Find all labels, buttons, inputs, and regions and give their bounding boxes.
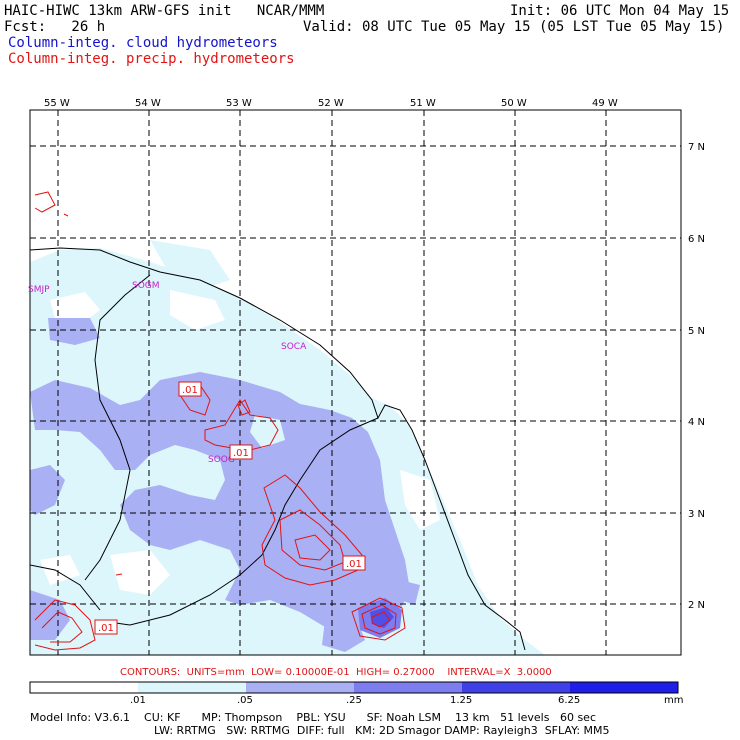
lat-label: 2 N: [688, 600, 705, 611]
contour-line: [371, 611, 391, 628]
contour-line: [294, 534, 331, 561]
contour-line: [361, 604, 397, 635]
colorbar-tick: 1.25: [450, 695, 473, 706]
colorbar-swatch: [30, 682, 138, 693]
lat-label: 4 N: [688, 417, 705, 428]
header-init: Init: 06 UTC Mon 04 May 15: [510, 3, 730, 19]
colorbar-tick: .25: [346, 695, 362, 706]
colorbar-tick: .05: [237, 695, 253, 706]
contour-line: [41, 611, 83, 643]
contour-layer: [34, 191, 406, 651]
footer-model-info: Model Info: V3.6.1 CU: KF MP: Thompson P…: [30, 711, 597, 724]
station-label: SOGM: [132, 281, 160, 291]
contour-line: [63, 213, 69, 217]
lon-label: 55 W: [44, 98, 70, 109]
border-guyane: [94, 417, 379, 626]
colorbar-swatch: [570, 682, 678, 693]
shade-light: [150, 240, 230, 290]
contour-labels: .01 .01 .01 .01: [94, 381, 366, 635]
grid-layer: [30, 110, 681, 655]
contour-line: [261, 474, 363, 586]
shade-medium: [30, 372, 410, 630]
shade-medium: [48, 318, 100, 345]
colorbar-swatch: [246, 682, 354, 693]
contour-label: .01: [346, 559, 362, 570]
station-label: SOOG: [208, 455, 235, 465]
header-forecast: Fcst: 26 h: [4, 19, 106, 35]
shade-hole: [110, 550, 170, 595]
header-title: HAIC-HIWC 13km ARW-GFS init NCAR/MMM: [4, 3, 325, 19]
contour-label: .01: [233, 448, 249, 459]
contour-line: [351, 597, 406, 641]
border-suriname: [84, 274, 151, 581]
shade-hole: [40, 555, 80, 585]
shade-medium: [322, 615, 365, 652]
colorbar-tick: .01: [130, 695, 146, 706]
legend-precip: Column-integ. precip. hydrometeors: [8, 51, 295, 67]
contour-label: .01: [182, 385, 198, 396]
lat-label: 6 N: [688, 234, 705, 245]
lon-label: 54 W: [135, 98, 161, 109]
station-label: SMJP: [28, 285, 50, 295]
lat-label: 5 N: [688, 326, 705, 337]
colorbar-unit: mm: [664, 695, 684, 706]
shade-darkest: [370, 607, 394, 628]
shade-medium: [30, 590, 70, 640]
header-valid: Valid: 08 UTC Tue 05 May 15 (05 LST Tue …: [303, 19, 725, 35]
colorbar-swatch: [462, 682, 570, 693]
colorbar: [29, 681, 679, 694]
lon-label: 52 W: [318, 98, 344, 109]
station-labels: SMJP SOGM SOCA SOOG: [28, 281, 307, 465]
colorbar-swatch: [354, 682, 462, 693]
lat-labels: 7 N 6 N 5 N 4 N 3 N 2 N: [688, 142, 705, 611]
colorbar-frame: [29, 681, 679, 694]
lat-label: 7 N: [688, 142, 705, 153]
shade-hole: [400, 470, 440, 530]
shade-medium: [30, 465, 65, 515]
contour-line: [115, 573, 123, 576]
lon-labels: 55 W 54 W 53 W 52 W 51 W 50 W 49 W: [44, 98, 618, 109]
coastline-layer: [30, 247, 526, 651]
shade-medium: [400, 580, 420, 605]
contour-line: [34, 599, 96, 651]
contour-line: [237, 399, 251, 416]
lat-label: 3 N: [688, 509, 705, 520]
contours-info: CONTOURS: UNITS=mm LOW= 0.10000E-01 HIGH…: [120, 667, 552, 678]
contour-line: [204, 399, 279, 451]
shade-hole: [170, 290, 225, 330]
station-label: SOCA: [281, 342, 307, 352]
shade-hole-light: [250, 415, 285, 448]
lon-label: 49 W: [592, 98, 618, 109]
lon-label: 53 W: [226, 98, 252, 109]
map-frame: [29, 109, 682, 656]
lon-label: 50 W: [501, 98, 527, 109]
contour-line: [34, 191, 56, 213]
legend-cloud: Column-integ. cloud hydrometeors: [8, 35, 278, 51]
contour-label: .01: [98, 623, 114, 634]
colorbar-tick: 6.25: [558, 695, 581, 706]
shade-hole: [50, 292, 100, 325]
shading-layer: [30, 240, 545, 655]
colorbar-swatch: [138, 682, 246, 693]
lon-label: 51 W: [410, 98, 436, 109]
footer-model-info-2: LW: RRTMG SW: RRTMG DIFF: full KM: 2D Sm…: [154, 724, 610, 737]
border-south: [30, 564, 101, 611]
